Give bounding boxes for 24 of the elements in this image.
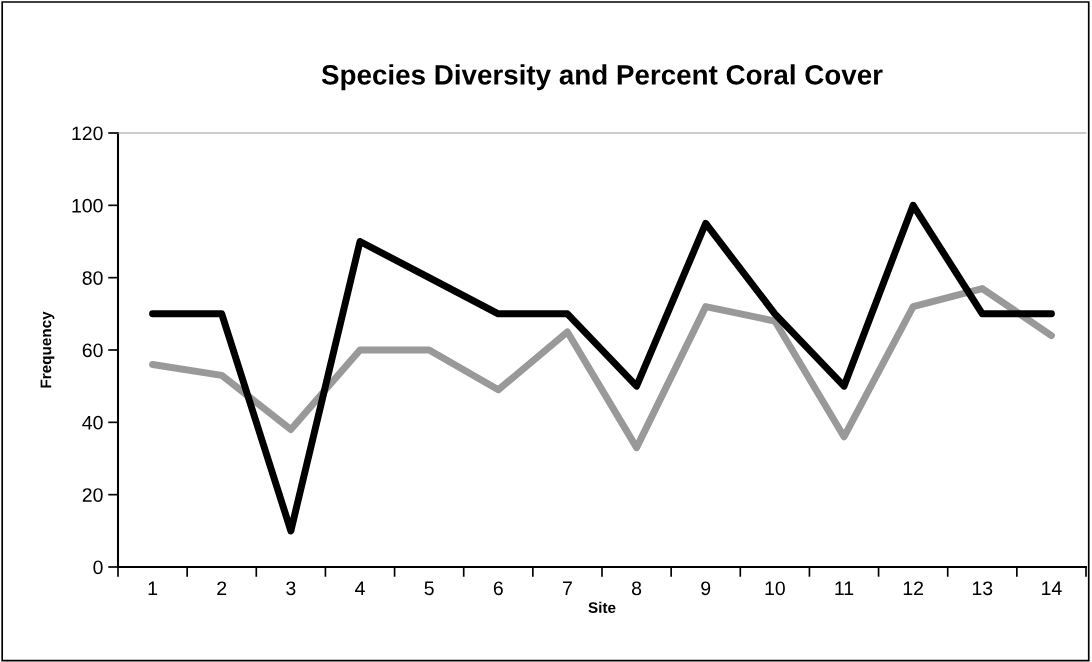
x-tick-label: 13 (972, 581, 993, 596)
x-tick-label: 6 (493, 581, 503, 596)
chart-title: Species Diversity and Percent Coral Cover (321, 64, 883, 91)
x-axis-title: Site (588, 601, 616, 614)
y-axis-title: Frequency (40, 311, 55, 388)
y-tick-label: 100 (72, 198, 103, 213)
y-tick-label: 80 (82, 271, 103, 285)
y-tick-label: 20 (82, 488, 103, 502)
x-tick-label: 5 (424, 581, 434, 596)
x-tick-label: 1 (148, 581, 158, 595)
x-tick-label: 11 (835, 581, 854, 595)
x-tick-label: 10 (765, 581, 785, 596)
x-tick-label: 2 (217, 581, 227, 595)
y-tick-label: 40 (82, 415, 103, 430)
x-tick-label: 7 (563, 581, 572, 595)
x-tick-label: 9 (701, 581, 711, 596)
y-tick-label: 120 (72, 126, 103, 141)
x-tick-label: 8 (632, 581, 642, 596)
x-tick-label: 14 (1042, 581, 1062, 595)
x-tick-label: 4 (355, 581, 365, 595)
x-tick-label: 12 (903, 581, 923, 595)
x-tick-label: 3 (286, 581, 296, 596)
y-tick-label: 0 (93, 560, 103, 575)
y-tick-label: 60 (82, 343, 103, 358)
